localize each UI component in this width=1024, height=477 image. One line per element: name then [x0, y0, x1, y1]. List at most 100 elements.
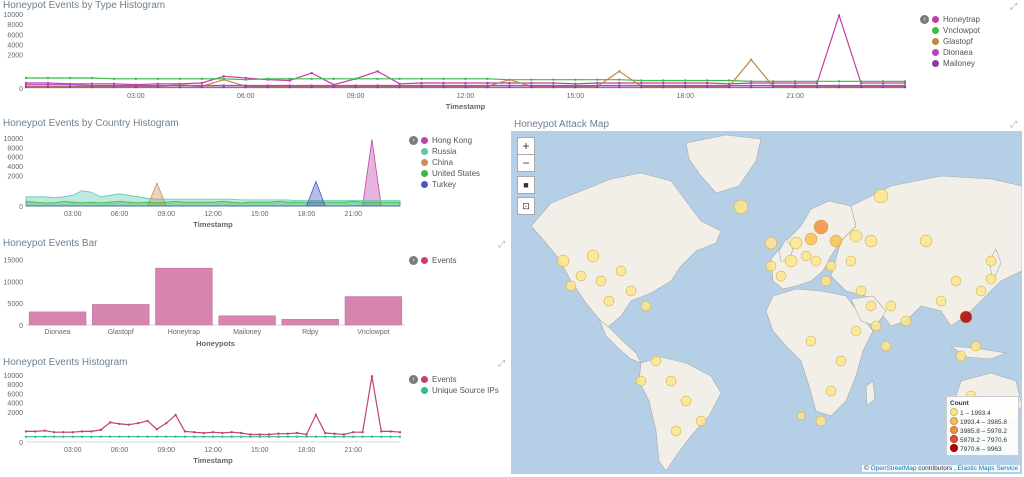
legend-label: Russia	[432, 147, 457, 156]
crop-icon[interactable]: ⊡	[517, 197, 535, 215]
legend-item[interactable]: Turkey	[421, 180, 456, 189]
data-point	[370, 435, 374, 438]
attack-marker	[919, 234, 933, 248]
legend-item[interactable]: Events	[421, 375, 456, 384]
series-area	[26, 180, 400, 207]
events-histogram-chart: 10000 8000 6000 4000 2000 0 03:00 06:00 09:00 12:…	[4, 373, 402, 465]
legend-item[interactable]: Mailoney	[932, 59, 975, 68]
data-point	[43, 429, 46, 432]
data-point	[771, 85, 775, 89]
data-point	[118, 422, 121, 426]
data-point	[749, 84, 753, 87]
data-point	[221, 431, 224, 435]
data-point	[118, 435, 121, 438]
data-point	[728, 82, 731, 86]
data-point	[90, 435, 93, 438]
expand-icon[interactable]: ⤢	[498, 239, 506, 249]
bar	[344, 296, 403, 326]
asia	[830, 175, 1022, 327]
y-tick-label: 10000	[4, 136, 24, 143]
y-tick-label: 0	[19, 204, 23, 211]
data-point	[68, 76, 72, 80]
legend-label: Honeytrap	[943, 15, 980, 24]
x-tick-label: 12:00	[457, 93, 475, 100]
x-tick-label: Vnclowpot	[357, 329, 389, 336]
data-point	[903, 80, 907, 83]
type-histogram-chart: 10000 8000 6000 4000 2000 0 03:00 06:00 09:00 12:…	[4, 12, 907, 111]
ems-link[interactable]: Elastic Maps Service	[957, 465, 1018, 472]
legend-item[interactable]: China	[421, 158, 453, 167]
legend-toggle-icon[interactable]: ›	[409, 256, 418, 265]
attack-marker	[900, 315, 912, 327]
data-point	[112, 82, 116, 86]
attack-marker	[556, 254, 570, 268]
legend-item[interactable]: Unique Source IPs	[421, 386, 499, 395]
legend-dot-icon	[421, 148, 428, 155]
series-area	[25, 200, 401, 207]
expand-icon[interactable]: ⤢	[1010, 1, 1018, 11]
data-point	[793, 81, 797, 85]
data-point	[749, 80, 753, 83]
map-legend-row: 7970.6 – 9963	[950, 444, 1015, 453]
legend-item[interactable]: United States	[421, 169, 480, 178]
data-point	[352, 435, 355, 438]
legend-toggle-icon[interactable]: ›	[409, 136, 418, 145]
data-point	[310, 71, 313, 75]
draw-rectangle-icon[interactable]: ■	[517, 176, 535, 194]
data-point	[174, 435, 177, 438]
data-point	[211, 435, 215, 438]
data-point	[112, 85, 116, 89]
panel-title: Honeypot Events Histogram	[3, 357, 128, 368]
data-point	[420, 84, 423, 87]
legend-item[interactable]: Vnclowpot	[932, 26, 980, 35]
data-point	[508, 84, 511, 87]
legend-item[interactable]: Dionaea	[932, 48, 973, 57]
data-point	[24, 81, 28, 85]
legend-item[interactable]: Hong Kong	[421, 136, 472, 145]
data-point	[815, 85, 819, 89]
expand-icon[interactable]: ⤢	[498, 358, 506, 368]
y-tick-label: 2000	[7, 410, 23, 417]
data-point	[618, 85, 621, 89]
legend-label: Mailoney	[943, 59, 976, 68]
data-point	[90, 84, 94, 87]
attack-marker	[695, 415, 707, 427]
expand-icon[interactable]: ⤢	[1010, 119, 1018, 129]
legend-item[interactable]: Russia	[421, 147, 456, 156]
data-point	[706, 85, 709, 89]
data-point	[530, 85, 533, 89]
data-point	[552, 81, 555, 85]
data-point	[332, 84, 335, 87]
data-point	[333, 432, 336, 435]
data-point	[684, 85, 687, 89]
legend-item[interactable]: Events	[421, 256, 456, 265]
data-point	[134, 85, 138, 89]
data-point	[249, 433, 252, 436]
attack-marker	[784, 254, 798, 268]
x-tick-label: 18:00	[298, 211, 316, 218]
y-tick-label: 0	[19, 440, 23, 447]
legend-toggle-icon[interactable]: ›	[409, 375, 418, 384]
attack-marker	[586, 249, 600, 263]
legend-item[interactable]: Glastopf	[932, 37, 973, 46]
attack-map[interactable]: + − ■ ⊡ Count 1 – 1993.4 1993.4 – 3985.8 3…	[511, 131, 1022, 474]
data-point	[618, 70, 621, 73]
legend-toggle-icon[interactable]: ›	[920, 15, 929, 24]
zoom-in-button[interactable]: +	[517, 137, 535, 155]
data-point	[288, 77, 291, 81]
map-legend-row: 5978.2 – 7970.6	[950, 435, 1015, 444]
data-point	[155, 427, 159, 431]
data-point	[244, 78, 247, 81]
data-point	[108, 421, 112, 424]
x-tick-label: 09:00	[347, 93, 365, 100]
legend-dot-icon	[421, 159, 428, 166]
data-point	[903, 85, 907, 89]
data-point	[442, 77, 445, 81]
attack-marker	[820, 275, 832, 287]
data-point	[314, 435, 318, 438]
legend-item[interactable]: Honeytrap	[932, 15, 980, 24]
data-point	[881, 81, 885, 85]
data-point	[286, 435, 289, 438]
osm-link[interactable]: OpenStreetMap	[870, 465, 917, 472]
zoom-out-button[interactable]: −	[517, 154, 535, 172]
